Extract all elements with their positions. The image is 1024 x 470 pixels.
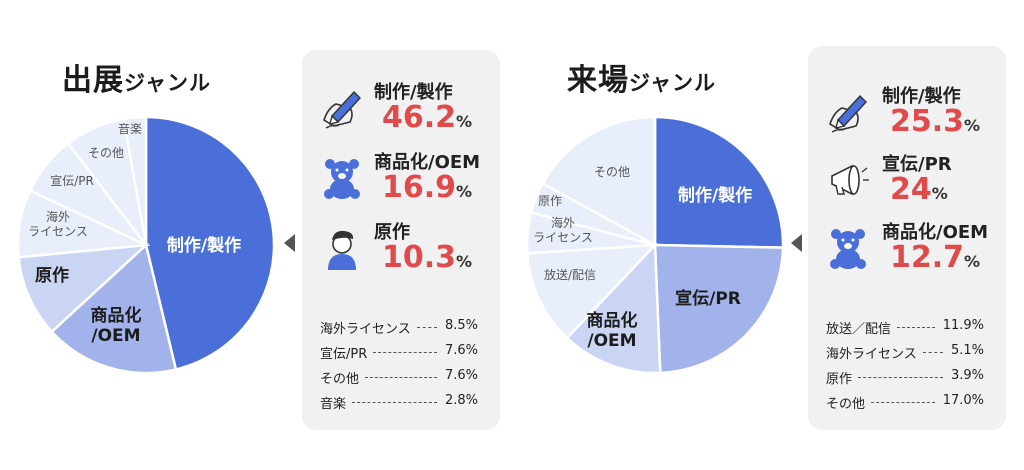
featured-value-number: 46.2 [382,100,457,135]
pie-slice [653,115,785,249]
pie-slice [541,115,657,248]
minor-value: 17.0% [942,393,984,408]
pie-slice-label: 商品化/OEM [587,310,638,351]
pie-slice-label: 制作/製作 [167,235,241,256]
chart-title-main: 来場 [567,63,629,98]
featured-value: 16.9% [382,170,472,205]
pie-slice-label: 商品化/OEM [91,305,142,346]
featured-value-unit: % [456,182,473,201]
pie-slice-label: 原作 [538,194,562,208]
leader-dots [352,402,437,403]
megaphone-icon [826,158,870,206]
featured-label: 商品化/OEM [374,152,481,173]
featured-value-number: 25.3 [890,104,965,139]
minor-value: 5.1% [950,343,984,358]
pie-slice [565,241,662,375]
featured-label: 商品化/OEM [882,222,989,243]
pie-slice [17,243,150,334]
minor-label: 放送／配信 [826,322,892,337]
featured-label: 宣伝/PR [882,154,952,175]
leader-dots [373,352,437,353]
featured-value: 25.3% [890,104,980,139]
leader-dots [871,402,935,403]
featured-value-number: 24 [890,172,932,207]
pie-slice-label: その他 [594,165,630,179]
teddy-bear-icon [826,226,870,274]
leader-dots [858,377,943,378]
author-person-icon [320,226,364,274]
minor-row: 海外ライセンス 5.1% [826,343,984,362]
pie-slice [525,243,659,340]
minor-label: その他 [320,372,360,387]
minor-value: 3.9% [950,368,984,383]
featured-value-unit: % [456,112,473,131]
pie-slice [122,115,148,246]
minor-label: 宣伝/PR [320,347,368,362]
chart-title-main: 出展 [62,63,124,98]
pie-slice-label: 音楽 [118,121,142,136]
pie-slice-label: 海外ライセンス [533,215,593,244]
minor-row: 原作 3.9% [826,368,984,387]
featured-value-unit: % [456,252,473,271]
pie-slice-label: 原作 [35,265,69,286]
featured-value-number: 12.7 [890,240,965,275]
minor-label: その他 [826,397,866,412]
featured-value-unit: % [964,252,981,271]
pie-slice [50,242,178,375]
minor-label: 海外ライセンス [320,322,411,337]
featured-value: 24% [890,172,948,207]
chart-title-visitor: 来場ジャンル [567,55,716,99]
minor-value: 7.6% [444,343,478,358]
minor-value: 11.9% [942,318,984,333]
pen-hand-icon [320,86,364,134]
featured-value-number: 10.3 [382,240,457,275]
featured-value-unit: % [931,184,948,203]
pie-slice-label: その他 [88,146,124,160]
pointer-arrow [284,234,295,252]
minor-row: その他 17.0% [826,393,984,412]
leader-dots [416,327,437,328]
pie-slice [653,243,785,375]
featured-label: 制作/製作 [882,86,961,107]
minor-value: 8.5% [444,318,478,333]
pie-slice-label: 制作/製作 [678,185,752,206]
breakdown-card-visitor: 制作/製作 25.3% 宣伝/PR 24% 商品化/OEM 12.7% 放送／配信 11.9%… [808,46,1006,430]
featured-value: 12.7% [890,240,980,275]
featured-label: 原作 [374,222,410,243]
pie-slice-label: 宣伝/PR [50,173,94,188]
featured-value: 10.3% [382,240,472,275]
pen-hand-icon [826,90,870,138]
minor-row: 放送／配信 11.9% [826,318,984,337]
minor-value: 7.6% [444,368,478,383]
teddy-bear-icon [320,156,364,204]
pie-slice-label: 宣伝/PR [675,288,741,309]
pointer-arrow [791,234,802,252]
breakdown-card-exhibitor: 制作/製作 46.2% 商品化/OEM 16.9% 原作 10.3% 海外ライセンス 8.5%… [302,50,500,430]
minor-row: 宣伝/PR 7.6% [320,343,478,362]
leader-dots [922,352,943,353]
featured-value-unit: % [964,116,981,135]
featured-value: 46.2% [382,100,472,135]
chart-title-exhibitor: 出展ジャンル [62,55,211,99]
minor-label: 原作 [826,372,853,387]
leader-dots [897,327,935,328]
featured-value-number: 16.9 [382,170,457,205]
featured-label: 制作/製作 [374,82,453,103]
minor-row: 海外ライセンス 8.5% [320,318,478,337]
pie-slice-label: 海外ライセンス [28,209,88,238]
pie-slice [144,115,276,371]
chart-title-suffix: ジャンル [124,71,211,95]
pie-slice-label: 放送/配信 [544,267,596,282]
leader-dots [365,377,437,378]
minor-value: 2.8% [444,393,478,408]
minor-row: その他 7.6% [320,368,478,387]
minor-label: 音楽 [320,397,347,412]
chart-title-suffix: ジャンル [629,71,716,95]
minor-row: 音楽 2.8% [320,393,478,412]
minor-label: 海外ライセンス [826,347,917,362]
